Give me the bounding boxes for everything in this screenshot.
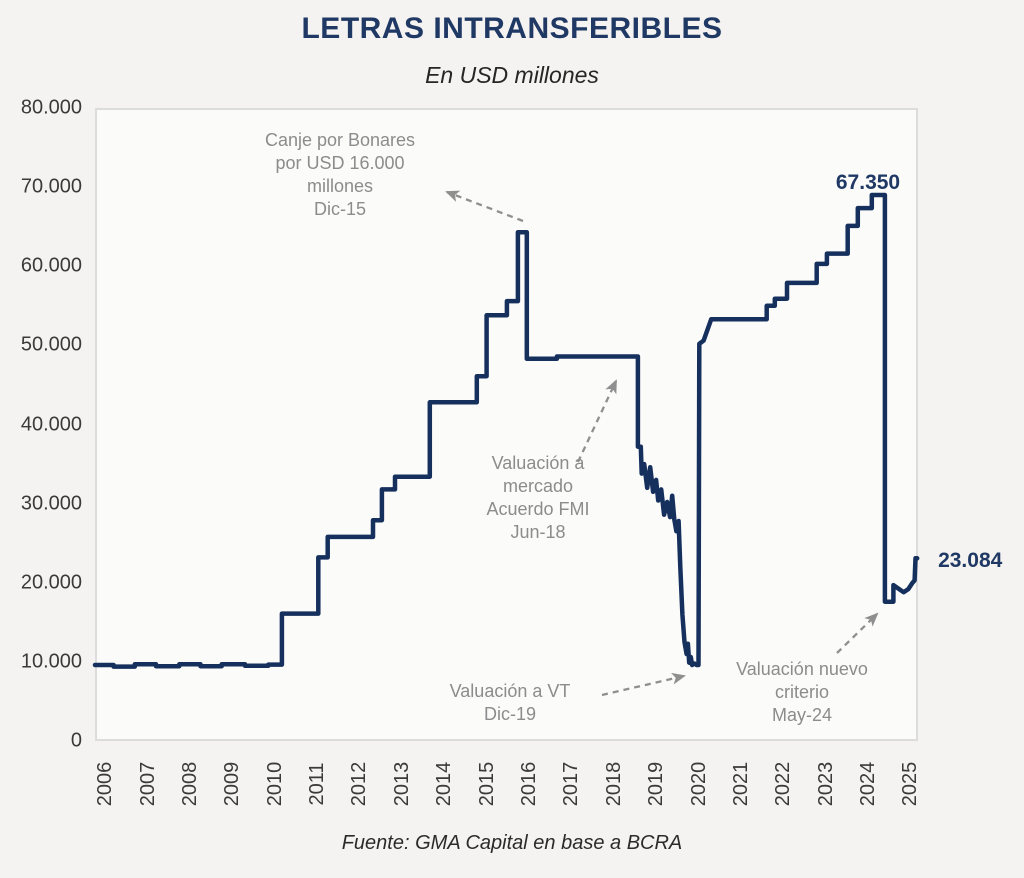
x-tick-label: 2011: [306, 762, 329, 806]
annotation-valuacion-nuevo-criterio: Valuación nuevo criterio May-24: [736, 659, 868, 725]
y-tick-label: 0: [70, 729, 82, 752]
x-tick-label: 2009: [221, 761, 244, 807]
x-tick-label: 2019: [645, 761, 668, 807]
x-tick-label: 2016: [518, 761, 540, 807]
annotation-valuacion-vt: Valuación a VT Dic-19: [449, 681, 571, 724]
x-tick-label: 2012: [348, 761, 371, 807]
point-label-final: 23.084: [938, 549, 1003, 573]
x-tick-label: 2010: [263, 761, 286, 807]
y-tick-label: 60.000: [20, 254, 82, 277]
y-tick-label: 40.000: [20, 413, 82, 435]
x-tick-label: 2020: [687, 761, 710, 807]
x-tick-label: 2007: [136, 761, 159, 807]
chart-subtitle: En USD millones: [425, 62, 599, 88]
y-tick-label: 20.000: [20, 571, 82, 594]
y-axis: 0 10.000 20.000 30.000 40.000 50.000 60.000 70.…: [0, 0, 86, 878]
y-tick-label: 70.000: [20, 175, 82, 198]
x-tick-label: 2021: [729, 761, 752, 807]
y-tick-label: 80.000: [20, 96, 82, 119]
y-tick-label: 30.000: [20, 492, 82, 515]
y-tick-label: 10.000: [20, 650, 82, 673]
x-tick-label: 2017: [560, 761, 583, 807]
annotation-canje-bonares: Canje por Bonares por USD 16.000 millone…: [264, 130, 416, 219]
annotation-valuacion-mercado-fmi: Valuación a mercado Acuerdo FMI Jun-18: [486, 453, 590, 542]
chart-title: LETRAS INTRANSFERIBLES: [301, 12, 723, 45]
x-tick-label: 2006: [94, 761, 117, 807]
x-tick-label: 2013: [390, 761, 413, 807]
x-tick-label: 2014: [433, 761, 456, 807]
x-tick-label: 2018: [602, 761, 625, 807]
x-tick-label: 2008: [178, 761, 201, 807]
x-tick-label: 2022: [772, 761, 795, 807]
x-tick-label: 2015: [475, 761, 498, 807]
source-note: Fuente: GMA Capital en base a BCRA: [341, 832, 683, 854]
x-tick-label: 2025: [899, 761, 922, 807]
x-tick-label: 2024: [857, 761, 879, 807]
y-tick-label: 50.000: [20, 333, 82, 356]
x-tick-label: 2023: [814, 761, 837, 807]
point-label-peak: 67.350: [835, 171, 901, 195]
